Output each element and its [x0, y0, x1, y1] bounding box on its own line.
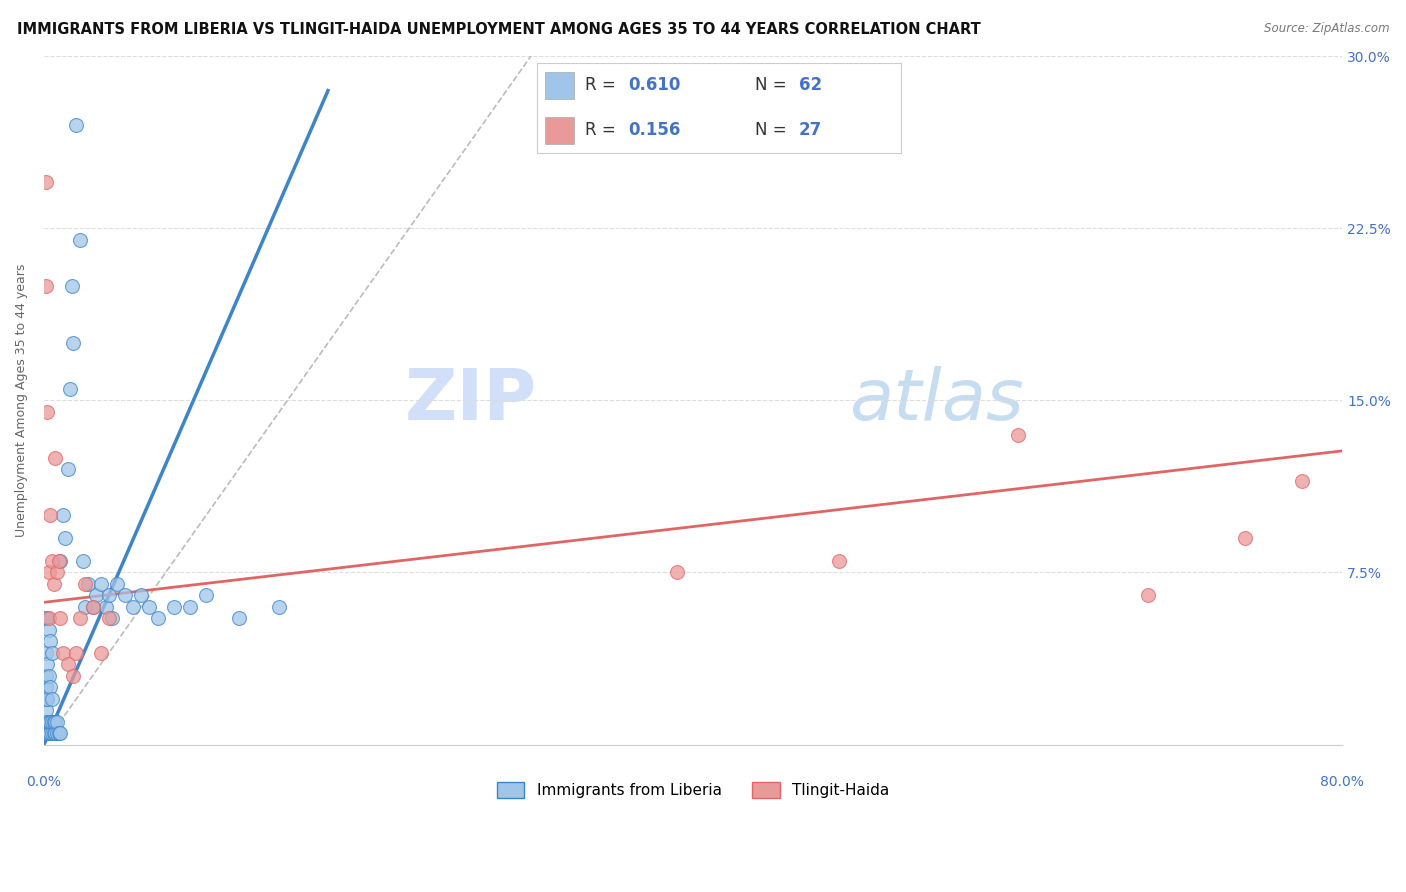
Point: [38, 714, 60, 729]
Point: [82, 599, 104, 614]
Point: [46, 714, 69, 729]
Point: [101, 611, 124, 625]
Point: [39, 634, 62, 648]
Point: [39, 508, 62, 522]
Point: [94, 599, 117, 614]
Point: [269, 599, 291, 614]
Point: [41, 714, 63, 729]
Point: [73, 599, 96, 614]
Point: [34, 726, 56, 740]
Point: [84, 589, 107, 603]
Point: [49, 611, 72, 625]
Point: [39, 726, 62, 740]
Point: [34, 611, 56, 625]
Point: [48, 554, 70, 568]
Point: [228, 611, 250, 625]
Point: [34, 278, 56, 293]
Point: [41, 554, 63, 568]
Point: [38, 669, 60, 683]
Point: [34, 175, 56, 189]
Point: [34, 691, 56, 706]
Point: [44, 726, 66, 740]
Point: [59, 382, 82, 396]
Text: ZIP: ZIP: [405, 366, 537, 435]
Text: Source: ZipAtlas.com: Source: ZipAtlas.com: [1264, 22, 1389, 36]
Point: [69, 233, 91, 247]
Point: [90, 646, 112, 660]
Point: [53, 531, 76, 545]
Point: [37, 726, 59, 740]
Point: [62, 669, 84, 683]
Point: [41, 646, 63, 660]
Point: [34, 680, 56, 694]
Point: [58, 657, 80, 672]
Point: [34, 669, 56, 683]
Point: [828, 554, 851, 568]
Point: [37, 405, 59, 419]
Point: [146, 611, 169, 625]
Point: [114, 589, 136, 603]
Point: [1007, 427, 1029, 442]
Point: [37, 611, 59, 625]
Point: [73, 577, 96, 591]
Point: [665, 566, 688, 580]
Point: [37, 714, 59, 729]
Point: [34, 714, 56, 729]
Point: [58, 462, 80, 476]
Point: [105, 577, 128, 591]
Point: [195, 589, 218, 603]
Point: [49, 726, 72, 740]
Point: [38, 566, 60, 580]
Point: [46, 726, 69, 740]
Point: [39, 714, 62, 729]
Point: [44, 450, 66, 465]
Point: [38, 623, 60, 637]
Point: [39, 680, 62, 694]
Point: [42, 726, 65, 740]
Point: [69, 611, 91, 625]
Point: [97, 589, 120, 603]
Point: [42, 577, 65, 591]
Point: [1291, 474, 1313, 488]
Point: [179, 599, 201, 614]
Text: 0.0%: 0.0%: [27, 775, 62, 789]
Point: [60, 278, 83, 293]
Point: [34, 646, 56, 660]
Point: [131, 589, 153, 603]
Legend: Immigrants from Liberia, Tlingit-Haida: Immigrants from Liberia, Tlingit-Haida: [489, 774, 897, 805]
Point: [1136, 589, 1159, 603]
Point: [42, 714, 65, 729]
Point: [97, 611, 120, 625]
Point: [65, 118, 87, 132]
Point: [37, 691, 59, 706]
Point: [34, 703, 56, 717]
Point: [122, 599, 145, 614]
Text: atlas: atlas: [849, 366, 1024, 435]
Point: [62, 336, 84, 351]
Point: [138, 599, 160, 614]
Point: [65, 646, 87, 660]
Point: [38, 726, 60, 740]
Point: [90, 577, 112, 591]
Point: [41, 691, 63, 706]
Point: [1233, 531, 1256, 545]
Point: [41, 726, 63, 740]
Point: [37, 657, 59, 672]
Point: [82, 599, 104, 614]
Point: [48, 726, 70, 740]
Point: [76, 577, 98, 591]
Point: [38, 611, 60, 625]
Point: [49, 554, 72, 568]
Point: [52, 508, 75, 522]
Point: [46, 566, 69, 580]
Point: [44, 714, 66, 729]
Point: [52, 646, 75, 660]
Y-axis label: Unemployment Among Ages 35 to 44 years: Unemployment Among Ages 35 to 44 years: [15, 264, 28, 537]
Text: IMMIGRANTS FROM LIBERIA VS TLINGIT-HAIDA UNEMPLOYMENT AMONG AGES 35 TO 44 YEARS : IMMIGRANTS FROM LIBERIA VS TLINGIT-HAIDA…: [17, 22, 980, 37]
Point: [163, 599, 186, 614]
Text: 80.0%: 80.0%: [1320, 775, 1364, 789]
Point: [72, 554, 94, 568]
